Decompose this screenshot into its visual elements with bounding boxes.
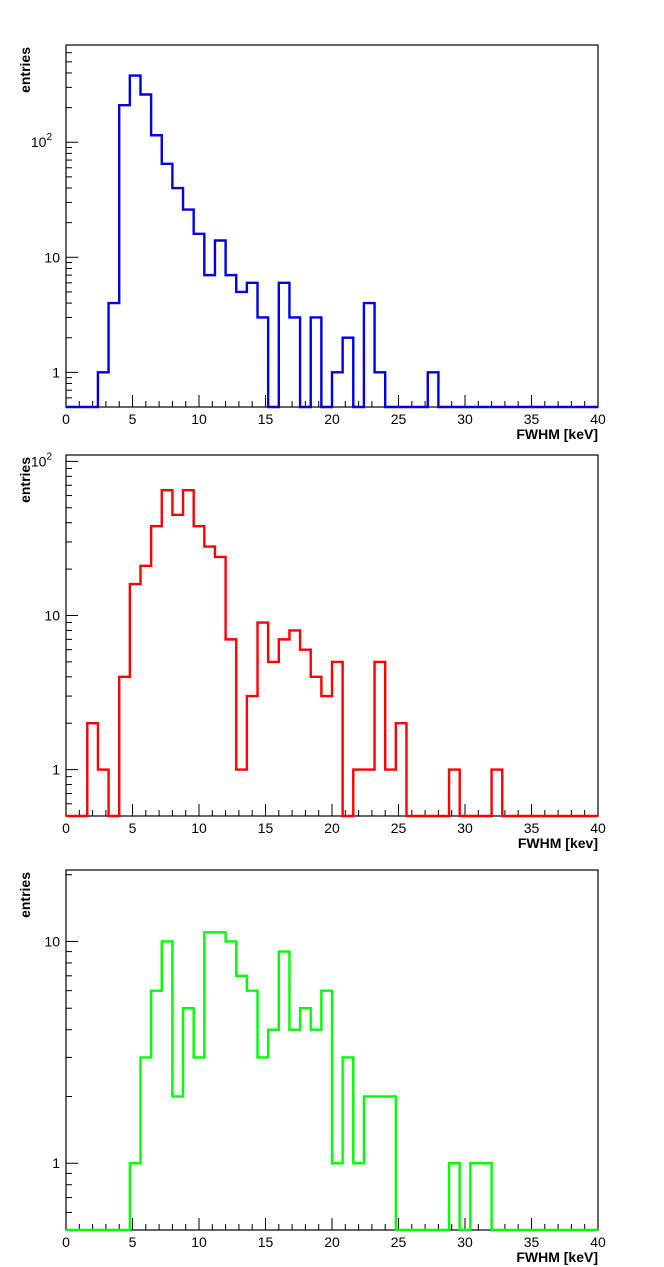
x-tick-label: 5 bbox=[129, 411, 137, 427]
x-tick-label: 10 bbox=[191, 820, 207, 836]
x-tick-label: 0 bbox=[62, 1234, 70, 1250]
y-tick-label: 102 bbox=[31, 132, 53, 150]
y-tick-label: 10 bbox=[44, 933, 60, 949]
x-axis-label: FWHM [kev] bbox=[518, 835, 598, 851]
x-tick-label: 30 bbox=[457, 1234, 473, 1250]
x-tick-label: 25 bbox=[391, 411, 407, 427]
x-axis-label: FWHM [keV] bbox=[516, 1249, 598, 1265]
x-tick-label: 5 bbox=[129, 820, 137, 836]
x-tick-label: 20 bbox=[324, 1234, 340, 1250]
x-tick-label: 25 bbox=[391, 820, 407, 836]
x-tick-label: 40 bbox=[590, 1234, 606, 1250]
histogram-series bbox=[66, 931, 598, 1232]
x-tick-label: 35 bbox=[524, 820, 540, 836]
y-axis-label: entries bbox=[17, 47, 33, 93]
histogram-panel-1: 0 5 10 15 20 25 30 35 40 1 10 102 FWHM [keV] entries bbox=[17, 44, 606, 442]
x-tick-label: 20 bbox=[324, 820, 340, 836]
histogram-panel-3: 0 5 10 15 20 25 30 35 40 1 10 FWHM [keV] entries bbox=[17, 869, 606, 1265]
y-tick-label: 1 bbox=[52, 1155, 60, 1171]
histogram-series bbox=[66, 74, 598, 409]
x-tick-label: 30 bbox=[457, 820, 473, 836]
x-tick-label: 10 bbox=[191, 411, 207, 427]
x-tick-label: 0 bbox=[62, 820, 70, 836]
x-tick-label: 0 bbox=[62, 411, 70, 427]
x-tick-label: 5 bbox=[129, 1234, 137, 1250]
y-tick-label: 10 bbox=[44, 607, 60, 623]
x-axis-label: FWHM [keV] bbox=[516, 426, 598, 442]
y-tick-label: 102 bbox=[31, 451, 53, 469]
x-tick-label: 15 bbox=[258, 820, 274, 836]
y-axis-label: entries bbox=[17, 457, 33, 503]
x-tick-label: 35 bbox=[524, 411, 540, 427]
x-tick-label: 15 bbox=[258, 411, 274, 427]
y-tick-label: 10 bbox=[44, 249, 60, 265]
y-axis-label: entries bbox=[17, 872, 33, 918]
histogram-panel-2: 0 5 10 15 20 25 30 35 40 1 10 102 FWHM [kev] entries bbox=[17, 451, 606, 851]
y-tick-label: 1 bbox=[52, 364, 60, 380]
x-tick-label: 40 bbox=[590, 411, 606, 427]
x-tick-label: 30 bbox=[457, 411, 473, 427]
x-tick-label: 20 bbox=[324, 411, 340, 427]
x-tick-label: 25 bbox=[391, 1234, 407, 1250]
x-tick-label: 15 bbox=[258, 1234, 274, 1250]
plot-frame bbox=[65, 44, 599, 408]
plot-frame bbox=[65, 454, 599, 817]
x-tick-label: 10 bbox=[191, 1234, 207, 1250]
histogram-series bbox=[66, 489, 598, 818]
y-tick-label: 1 bbox=[52, 762, 60, 778]
x-tick-label: 40 bbox=[590, 820, 606, 836]
x-tick-label: 35 bbox=[524, 1234, 540, 1250]
